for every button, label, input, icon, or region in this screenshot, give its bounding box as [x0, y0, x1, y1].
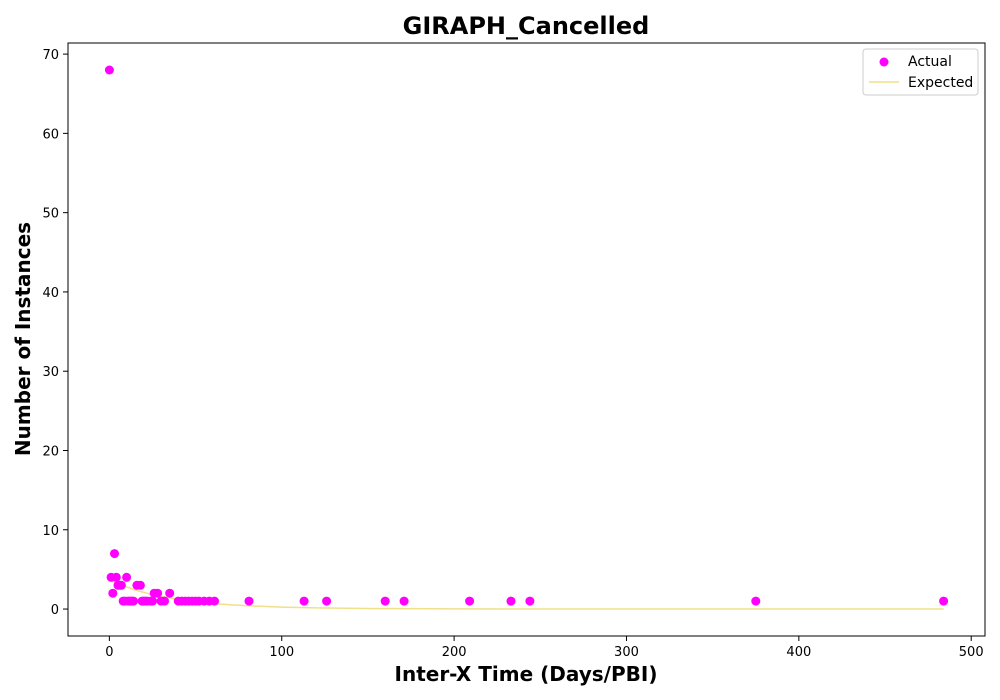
- plot-area: 0 100 200 300 400 500 0 10 20 30 40 50 60 70: [42, 42, 986, 660]
- legend-expected-label: Expected: [908, 75, 973, 91]
- actual-point: [380, 596, 390, 606]
- actual-point: [751, 596, 761, 606]
- actual-point: [135, 580, 145, 590]
- legend-actual-label: Actual: [908, 54, 952, 70]
- x-tick-label: 500: [959, 645, 984, 660]
- x-tick-label: 300: [614, 645, 639, 660]
- actual-point: [399, 596, 409, 606]
- actual-point: [939, 596, 949, 606]
- y-tick-label: 10: [42, 524, 59, 539]
- actual-point: [465, 596, 475, 606]
- actual-point: [122, 572, 132, 582]
- actual-point: [148, 596, 157, 606]
- y-axis-title: Number of Instances: [11, 222, 35, 456]
- actual-point: [104, 65, 114, 75]
- actual-point: [129, 596, 138, 606]
- y-tick-label: 20: [42, 444, 59, 459]
- actual-point: [110, 549, 119, 559]
- actual-point: [299, 596, 309, 606]
- y-tick-label: 40: [42, 286, 59, 301]
- actual-point: [111, 572, 121, 582]
- legend: Actual Expected: [862, 48, 979, 96]
- legend-actual-marker: [879, 57, 889, 67]
- actual-point: [108, 588, 118, 598]
- actual-point: [525, 596, 535, 606]
- legend-box: [862, 48, 979, 96]
- plot-frame: [67, 42, 986, 637]
- y-tick-label: 0: [51, 603, 59, 618]
- chart-title: GIRAPH_Cancelled: [403, 12, 650, 40]
- actual-point: [322, 596, 332, 606]
- expected-line: [109, 579, 944, 610]
- x-tick-label: 100: [269, 645, 294, 660]
- actual-point: [244, 596, 254, 606]
- y-tick-label: 50: [42, 207, 59, 222]
- y-tick-label: 60: [42, 127, 59, 142]
- actual-point: [153, 588, 163, 598]
- actual-point: [116, 580, 126, 590]
- x-tick-label: 200: [442, 645, 467, 660]
- y-tick-label: 30: [42, 365, 59, 380]
- x-tick-label: 400: [786, 645, 811, 660]
- x-tick-label: 0: [105, 645, 113, 660]
- x-axis-title: Inter-X Time (Days/PBI): [395, 662, 658, 686]
- actual-point: [210, 596, 219, 606]
- actual-point: [160, 596, 169, 606]
- actual-point: [165, 588, 175, 598]
- y-tick-label: 70: [42, 48, 59, 63]
- actual-point: [506, 596, 516, 606]
